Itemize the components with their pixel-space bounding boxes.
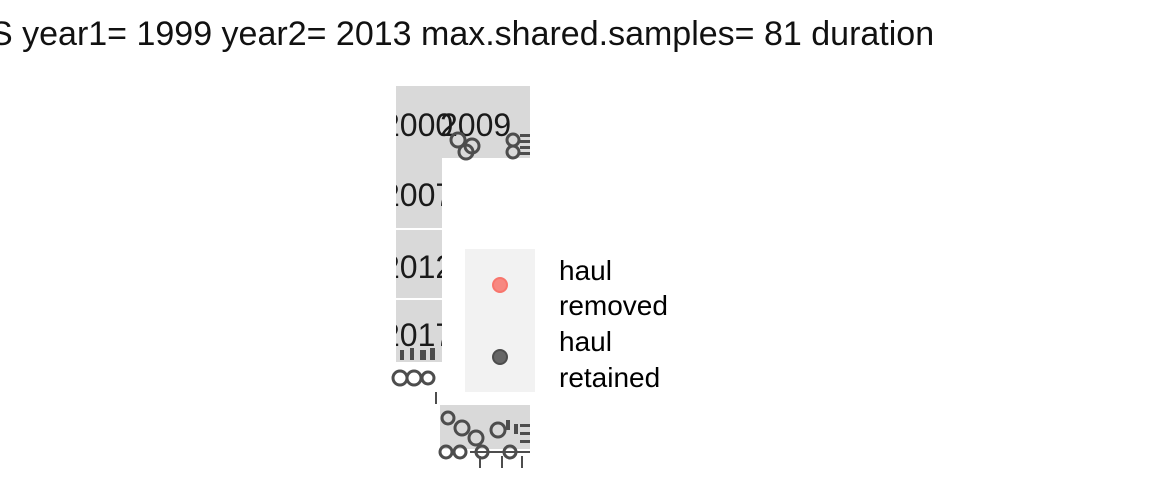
facet-strips-left xyxy=(396,86,530,362)
facet-label: 2000 xyxy=(382,107,453,143)
facet-label: 2017 xyxy=(382,317,453,353)
legend-key-haul-removed xyxy=(492,277,508,293)
legend-label-line: retained xyxy=(559,362,660,393)
legend-key-bg xyxy=(465,249,535,392)
legend-key-haul-retained xyxy=(492,349,508,365)
legend: haul removed haul retained xyxy=(465,249,668,393)
facet-strip-bg xyxy=(396,230,442,298)
legend-label-line: removed xyxy=(559,290,668,321)
facet-label: 2007 xyxy=(382,177,453,213)
overlapping-ticks-bottom xyxy=(438,405,530,468)
overlapping-ticks-left xyxy=(391,348,437,404)
facet-strip-bg xyxy=(396,158,442,228)
legend-label-line: haul xyxy=(559,326,612,357)
overlapping-ticks-top xyxy=(449,131,530,161)
chart-title: S year1= 1999 year2= 2013 max.shared.sam… xyxy=(0,15,935,53)
facet-label: 2012 xyxy=(382,249,453,285)
legend-label-line: haul xyxy=(559,255,612,286)
